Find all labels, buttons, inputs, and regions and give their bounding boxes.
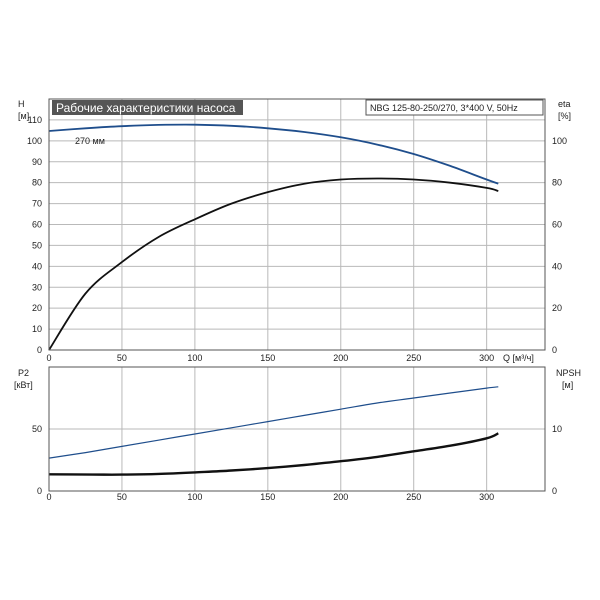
bottom-x-tick-label: 150 [260, 492, 275, 502]
top-tick-labels: 0 50 100 150 200 250 3000102030405060708090100… [27, 115, 567, 363]
top-plot-frame [48, 98, 546, 351]
pump-info: NBG 125-80-250/270, 3*400 V, 50Hz [370, 103, 518, 113]
eta-axis-unit: [%] [558, 111, 571, 121]
h-tick-label: 50 [32, 240, 42, 250]
h-tick-label: 40 [32, 261, 42, 271]
p2-axis-unit: [кВт] [14, 380, 33, 390]
h-tick-label: 20 [32, 303, 42, 313]
npsh-axis-name: NPSH [556, 368, 581, 378]
eta-tick-label: 60 [552, 220, 562, 230]
h-axis-unit: [м] [18, 111, 29, 121]
h-tick-label: 90 [32, 157, 42, 167]
x-tick-label: 300 [479, 353, 494, 363]
h-tick-label: 30 [32, 282, 42, 292]
bottom-x-tick-label: 0 [46, 492, 51, 502]
h-tick-label: 0 [37, 345, 42, 355]
eta-tick-label: 0 [552, 345, 557, 355]
power-p2-curve [48, 386, 499, 459]
chart-title: Рабочие характеристики насоса [56, 101, 236, 115]
h-tick-label: 80 [32, 178, 42, 188]
h-tick-label: 100 [27, 136, 42, 146]
bottom-series [48, 386, 499, 476]
x-tick-label: 100 [187, 353, 202, 363]
npsh-tick-label: 10 [552, 424, 562, 434]
bottom-x-tick-label: 250 [406, 492, 421, 502]
h-tick-label: 70 [32, 199, 42, 209]
head-curve [48, 123, 499, 185]
eta-tick-label: 20 [552, 303, 562, 313]
p2-tick-label: 50 [32, 424, 42, 434]
npsh-curve [48, 432, 499, 476]
x-axis-label: Q [м³/ч] [503, 353, 534, 363]
h-tick-label: 10 [32, 324, 42, 334]
pump-info-box [365, 99, 544, 116]
bottom-plot-frame [48, 366, 546, 492]
bottom-tick-labels: 0 50 100 150 200 250 300 0 50 0 10 [32, 424, 562, 502]
x-tick-label: 250 [406, 353, 421, 363]
p2-tick-label: 0 [37, 486, 42, 496]
top-grid [48, 99, 545, 351]
eta-axis-name: eta [558, 99, 571, 109]
x-tick-label: 200 [333, 353, 348, 363]
bottom-x-tick-label: 300 [479, 492, 494, 502]
bottom-x-tick-label: 200 [333, 492, 348, 502]
top-series [48, 123, 499, 351]
x-tick-label: 0 [46, 353, 51, 363]
eta-tick-label: 80 [552, 178, 562, 188]
npsh-tick-label: 0 [552, 486, 557, 496]
h-tick-label: 110 [28, 115, 42, 125]
npsh-axis-unit: [м] [562, 380, 573, 390]
h-axis-name: H [18, 99, 25, 109]
h-tick-label: 60 [32, 220, 42, 230]
efficiency-curve [48, 177, 499, 351]
bottom-x-tick-label: 100 [187, 492, 202, 502]
bottom-x-tick-label: 50 [117, 492, 127, 502]
bottom-panel: 0 50 100 150 200 250 300 0 50 0 10 P2 [кВт] NPSH [… [14, 366, 581, 502]
title-box [52, 100, 243, 115]
curve-label-270: 270 мм [75, 136, 105, 146]
x-tick-label: 150 [260, 353, 275, 363]
eta-tick-label: 40 [552, 261, 562, 271]
x-tick-label: 50 [117, 353, 127, 363]
p2-axis-name: P2 [18, 368, 29, 378]
eta-tick-label: 100 [552, 136, 567, 146]
top-panel: 0 50 100 150 200 250 3000102030405060708090100… [18, 98, 571, 363]
